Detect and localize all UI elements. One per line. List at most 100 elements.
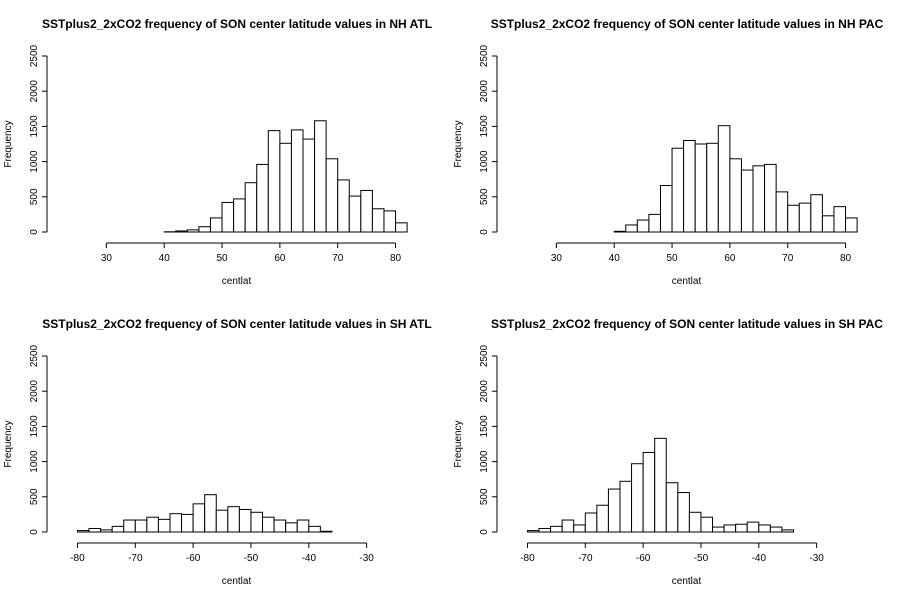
histogram-bar xyxy=(319,530,333,533)
histogram-bar xyxy=(636,219,650,233)
histogram-bar xyxy=(810,194,823,233)
histogram-bar xyxy=(619,480,633,533)
histogram-bar xyxy=(175,230,188,233)
x-tick-label: -60 xyxy=(186,553,201,564)
histogram-bar xyxy=(688,511,702,533)
y-tick-label: 2000 xyxy=(29,380,40,403)
x-axis-label: centlat xyxy=(672,276,702,287)
histogram-panel-2: SSTplus2_2xCO2 frequency of SON center l… xyxy=(453,17,884,287)
histogram-bar xyxy=(821,215,835,233)
histogram-bar xyxy=(279,142,292,233)
y-tick-label: 2000 xyxy=(479,80,490,103)
bars xyxy=(76,494,333,533)
y-tick-label: 500 xyxy=(29,488,40,505)
x-tick-label: -30 xyxy=(809,553,824,564)
x-axis-label: centlat xyxy=(222,276,252,287)
x-tick-label: 50 xyxy=(666,253,678,264)
y-tick-label: 0 xyxy=(479,229,490,235)
histogram-bar xyxy=(111,525,125,533)
histogram-bar xyxy=(215,509,229,533)
histogram-bar xyxy=(337,179,350,233)
y-tick-label: 1000 xyxy=(479,450,490,473)
histogram-bar xyxy=(677,492,690,533)
histogram-bar xyxy=(285,522,298,533)
histogram-bar xyxy=(758,524,771,533)
histogram-panel-4: SSTplus2_2xCO2 frequency of SON center l… xyxy=(453,317,883,587)
histogram-bar xyxy=(146,516,159,533)
x-tick-label: -80 xyxy=(70,553,85,564)
histogram-bar xyxy=(250,511,264,533)
histogram-bar xyxy=(383,210,397,233)
histogram-bar xyxy=(76,530,90,533)
histogram-bar xyxy=(221,201,235,233)
y-tick-label: 2500 xyxy=(29,44,40,67)
histogram-bar xyxy=(717,125,731,233)
histogram-bar xyxy=(371,208,385,233)
histogram-bar xyxy=(169,513,183,533)
histogram-bar xyxy=(683,139,696,233)
y-tick-label: 1500 xyxy=(29,115,40,138)
y-tick-label: 1000 xyxy=(29,450,40,473)
histogram-bar xyxy=(550,525,563,533)
histogram-bar xyxy=(781,529,794,533)
bars xyxy=(526,437,794,533)
x-axis-label: centlat xyxy=(672,576,702,587)
y-tick-label: 2500 xyxy=(479,44,490,67)
x-tick-label: -40 xyxy=(302,553,317,564)
histogram-bar xyxy=(256,163,269,233)
histogram-bar xyxy=(538,527,552,533)
histogram-bar xyxy=(561,519,575,533)
histogram-bar xyxy=(712,526,725,533)
histogram-bar xyxy=(325,158,339,233)
histogram-bar xyxy=(290,129,304,233)
histogram-bar xyxy=(198,226,211,233)
histogram-bar xyxy=(729,158,742,233)
x-tick-label: -70 xyxy=(578,553,593,564)
histogram-bar xyxy=(631,463,644,533)
y-tick-label: 2000 xyxy=(479,380,490,403)
histogram-bar xyxy=(192,503,206,533)
y-tick-label: 1000 xyxy=(29,150,40,173)
y-axis-label: Frequency xyxy=(453,420,464,467)
histogram-bar xyxy=(227,506,240,533)
histogram-bar xyxy=(752,165,766,233)
y-tick-label: 2500 xyxy=(29,344,40,367)
histogram-bar xyxy=(694,143,708,233)
y-tick-label: 2500 xyxy=(479,344,490,367)
histogram-panel-1: SSTplus2_2xCO2 frequency of SON center l… xyxy=(3,17,432,287)
x-tick-label: -60 xyxy=(636,553,651,564)
x-tick-label: 70 xyxy=(782,253,794,264)
y-tick-label: 1500 xyxy=(479,415,490,438)
y-tick-label: 0 xyxy=(29,229,40,235)
chart-title: SSTplus2_2xCO2 frequency of SON center l… xyxy=(491,317,883,331)
histogram-panel-3: SSTplus2_2xCO2 frequency of SON center l… xyxy=(3,317,432,587)
x-tick-label: -30 xyxy=(359,553,374,564)
bars xyxy=(163,120,408,233)
histogram-bar xyxy=(607,488,621,533)
x-tick-label: 50 xyxy=(216,253,228,264)
y-tick-label: 1000 xyxy=(479,150,490,173)
histogram-bar xyxy=(833,206,847,233)
histogram-bar xyxy=(845,217,858,233)
histogram-bar xyxy=(296,519,310,533)
histogram-bar xyxy=(88,527,102,533)
histogram-bar xyxy=(526,530,540,533)
x-tick-label: 30 xyxy=(551,253,563,264)
y-tick-label: 1500 xyxy=(29,415,40,438)
bars xyxy=(613,125,858,233)
x-tick-label: 80 xyxy=(390,253,402,264)
histogram-bar xyxy=(209,217,223,233)
y-tick-label: 1500 xyxy=(479,115,490,138)
y-axis-label: Frequency xyxy=(3,420,14,467)
x-tick-label: 70 xyxy=(332,253,344,264)
histogram-bar xyxy=(584,512,598,533)
histogram-bar xyxy=(238,508,252,533)
histogram-bar xyxy=(659,185,673,233)
y-axis-label: Frequency xyxy=(453,120,464,167)
histogram-bar xyxy=(314,120,327,233)
histogram-bar xyxy=(123,519,136,533)
y-tick-label: 0 xyxy=(479,529,490,535)
histogram-bar xyxy=(233,198,246,233)
histogram-bar xyxy=(746,521,760,533)
